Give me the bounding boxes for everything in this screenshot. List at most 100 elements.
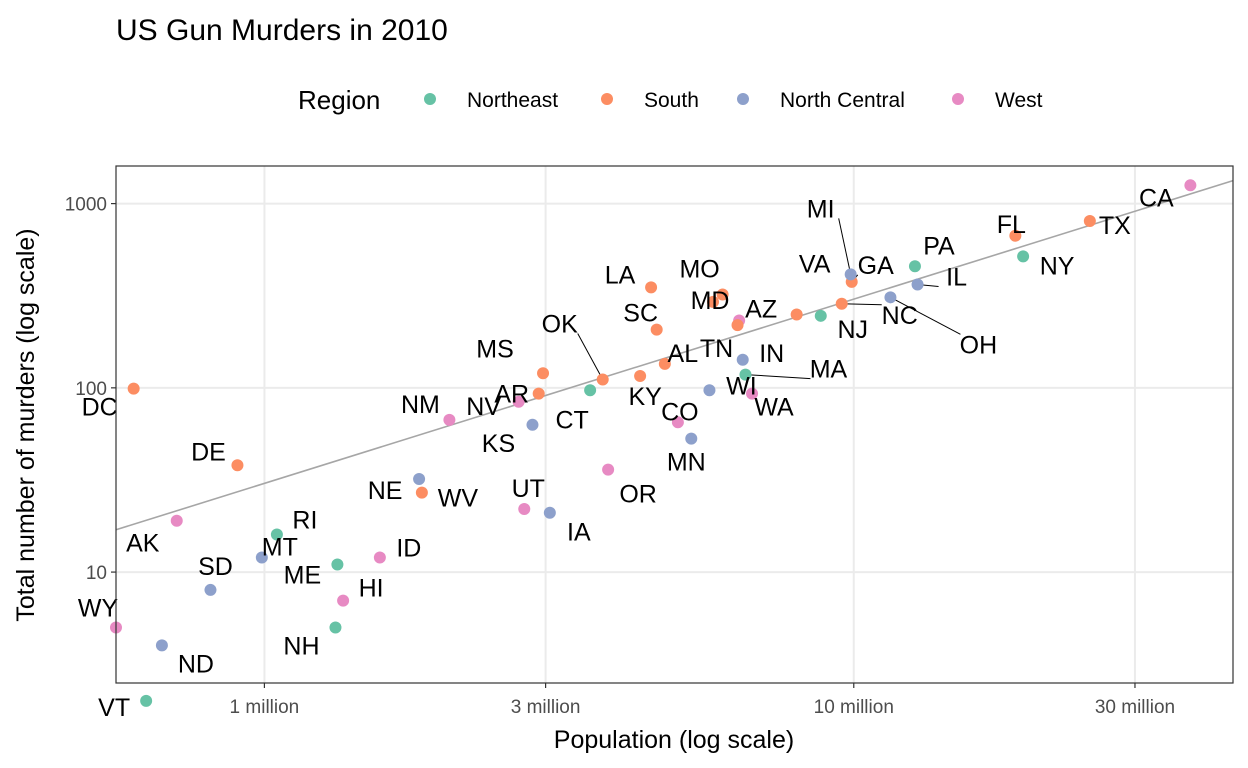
point-label-hi: HI — [359, 575, 384, 603]
data-point-ny — [1017, 250, 1030, 263]
point-label-nj: NJ — [837, 316, 868, 344]
data-point-al — [658, 357, 671, 370]
data-point-ct — [584, 384, 597, 397]
point-label-wy: WY — [78, 595, 119, 623]
label-leaders — [577, 218, 961, 380]
data-point-wv — [415, 486, 428, 499]
legend: Region Northeast South North Central West — [298, 85, 1043, 115]
point-label-ny: NY — [1040, 252, 1075, 280]
data-point-ak — [170, 514, 183, 527]
gridlines — [116, 166, 1233, 683]
point-label-ks: KS — [482, 430, 515, 458]
data-point-ar — [532, 387, 545, 400]
x-axis-label: Population (log scale) — [554, 726, 794, 754]
point-label-ri: RI — [292, 506, 317, 534]
data-point-hi — [337, 594, 350, 607]
label-leader — [890, 296, 961, 335]
point-label-il: IL — [946, 263, 967, 291]
point-label-va: VA — [799, 251, 831, 279]
y-tick-label: 100 — [75, 379, 107, 400]
y-tick-label: 10 — [86, 563, 107, 584]
data-point-vt — [140, 694, 153, 707]
data-point-dc — [127, 382, 140, 395]
data-point-me — [331, 558, 344, 571]
point-label-az: AZ — [745, 296, 777, 324]
data-point-ne — [413, 473, 426, 486]
point-label-nh: NH — [283, 633, 319, 661]
y-axis-label: Total number of murders (log scale) — [12, 228, 40, 621]
data-point-mn — [685, 432, 698, 445]
x-tick-label: 10 million — [814, 697, 894, 718]
point-label-mt: MT — [262, 533, 298, 561]
point-label-wa: WA — [754, 394, 794, 422]
plot-panel — [115, 165, 1234, 684]
data-point-ky — [634, 369, 647, 382]
point-label-nd: ND — [178, 650, 214, 678]
point-label-sd: SD — [198, 553, 233, 581]
point-label-ky: KY — [628, 383, 662, 411]
data-point-ca — [1184, 179, 1197, 192]
point-labels: AL AK AZ AR CA CO CT DE DC FL GA HI ID IL IN IA KS KY LA ME… — [78, 184, 1174, 722]
data-point-ma — [739, 368, 752, 381]
data-point-sc — [650, 323, 663, 336]
data-point-tx — [1083, 214, 1096, 227]
point-label-or: OR — [619, 481, 657, 509]
legend-entry-label: South — [644, 89, 699, 112]
legend-entry-label: West — [995, 89, 1043, 112]
point-label-co: CO — [661, 398, 699, 426]
point-label-mi: MI — [807, 195, 835, 223]
point-label-mo: MO — [679, 256, 719, 284]
x-tick-label: 30 million — [1095, 697, 1175, 718]
data-point-pa — [908, 260, 921, 273]
point-label-tn: TN — [700, 335, 733, 363]
point-label-id: ID — [396, 534, 421, 562]
point-label-ia: IA — [567, 519, 591, 547]
point-label-la: LA — [605, 261, 636, 289]
point-label-ct: CT — [555, 406, 588, 434]
point-label-ne: NE — [368, 477, 403, 505]
data-point-sd — [204, 583, 217, 596]
data-point-ok — [596, 373, 609, 386]
data-point-nv — [512, 395, 525, 408]
point-label-nv: NV — [466, 393, 501, 421]
data-point-wi — [703, 384, 716, 397]
label-leader — [577, 333, 604, 380]
legend-entry-label: North Central — [780, 89, 905, 112]
x-tick-label: 1 million — [230, 697, 300, 718]
data-point-co — [671, 416, 684, 429]
point-label-in: IN — [759, 340, 784, 368]
data-point-ia — [543, 506, 556, 519]
data-point-in — [736, 353, 749, 366]
axis-ticks: 1 million 3 million 10 million 30 million 10… — [65, 195, 1175, 718]
data-point-va — [790, 308, 803, 321]
point-label-tx: TX — [1099, 212, 1131, 240]
point-label-ok: OK — [542, 310, 578, 338]
data-point-nj — [814, 309, 827, 322]
data-point-md — [707, 295, 720, 308]
point-label-nm: NM — [401, 391, 440, 419]
point-label-sc: SC — [623, 300, 658, 328]
data-point-nc — [835, 297, 848, 310]
data-point-ks — [526, 418, 539, 431]
point-label-md: MD — [691, 287, 730, 315]
data-point-la — [645, 281, 658, 294]
point-label-wv: WV — [438, 485, 479, 513]
point-label-oh: OH — [960, 331, 998, 359]
chart-title: US Gun Murders in 2010 — [116, 14, 448, 47]
data-point-fl — [1009, 229, 1022, 242]
point-label-ca: CA — [1139, 184, 1174, 212]
legend-marker — [952, 93, 964, 105]
x-tick-label: 3 million — [511, 697, 581, 718]
data-point-or — [602, 463, 615, 476]
data-point-tn — [731, 319, 744, 332]
point-label-pa: PA — [923, 232, 955, 260]
data-point-nm — [443, 413, 456, 426]
legend-marker — [737, 93, 749, 105]
point-label-ga: GA — [858, 252, 894, 280]
reference-line — [115, 179, 1234, 531]
point-label-me: ME — [284, 561, 322, 589]
point-label-dc: DC — [82, 394, 118, 422]
legend-title: Region — [298, 85, 380, 115]
data-point-mi — [844, 268, 857, 281]
point-label-ar: AR — [494, 381, 529, 409]
